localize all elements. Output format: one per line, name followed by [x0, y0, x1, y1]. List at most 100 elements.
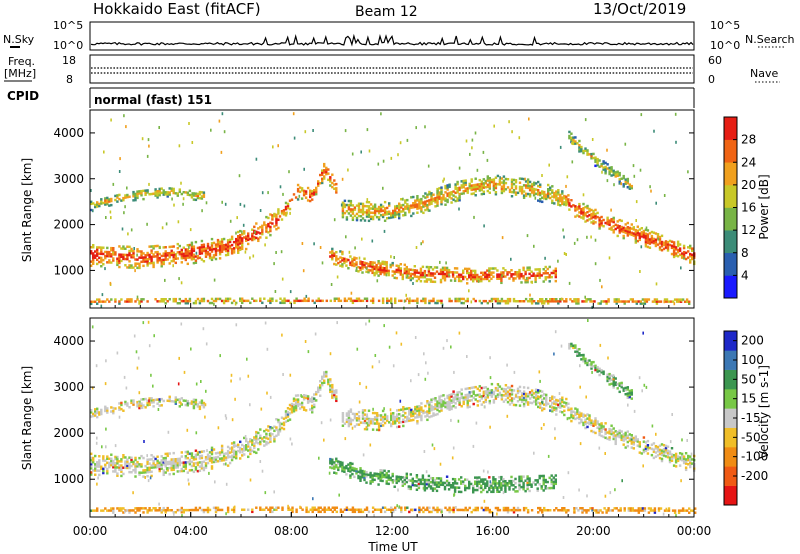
heatmap-cell: [118, 509, 121, 512]
heatmap-cell: [561, 196, 564, 199]
heatmap-cell: [403, 478, 407, 482]
heatmap-cell: [292, 405, 296, 409]
heatmap-cell: [600, 369, 603, 372]
heatmap-cell: [293, 136, 296, 140]
heatmap-cell: [206, 461, 210, 465]
heatmap-cell: [426, 418, 429, 422]
nsearch-tick-bottom: 10^0: [710, 39, 740, 52]
heatmap-cell: [112, 509, 115, 512]
heatmap-cell: [568, 345, 571, 348]
heatmap-cell: [402, 214, 405, 217]
heatmap-cell: [136, 194, 139, 197]
heatmap-cell: [232, 453, 236, 457]
heatmap-cell: [518, 270, 521, 274]
heatmap-cell: [590, 221, 593, 224]
heatmap-cell: [568, 416, 571, 420]
heatmap-cell: [598, 427, 601, 430]
heatmap-cell: [427, 208, 430, 212]
heatmap-cell: [112, 411, 115, 415]
heatmap-cell: [494, 478, 497, 481]
heatmap-cell: [186, 471, 190, 474]
heatmap-cell: [343, 211, 347, 215]
heatmap-cell: [622, 433, 625, 436]
heatmap-cell: [198, 457, 202, 460]
heatmap-cell: [122, 245, 125, 248]
heatmap-cell: [522, 398, 526, 402]
heatmap-cell: [472, 192, 475, 195]
heatmap-cell: [543, 192, 546, 196]
heatmap-cell: [664, 455, 668, 458]
heatmap-cell: [138, 250, 141, 253]
heatmap-cell: [335, 297, 339, 300]
heatmap-cell: [396, 206, 399, 210]
heatmap-cell: [610, 166, 613, 169]
heatmap-cell: [341, 414, 345, 417]
heatmap-cell: [126, 462, 129, 465]
heatmap-cell: [518, 477, 521, 481]
heatmap-cell: [273, 262, 275, 266]
heatmap-cell: [254, 230, 256, 234]
heatmap-cell: [638, 238, 642, 242]
heatmap-cell: [534, 394, 538, 398]
heatmap-cell: [90, 264, 93, 267]
heatmap-cell: [98, 256, 101, 260]
heatmap-cell: [286, 413, 290, 416]
heatmap-cell: [317, 184, 320, 187]
heatmap-cell: [325, 370, 328, 374]
heatmap-cell: [166, 252, 169, 255]
heatmap-cell: [304, 192, 308, 195]
heatmap-cell: [586, 211, 589, 214]
heatmap-cell: [367, 264, 370, 268]
heatmap-cell: [387, 474, 390, 477]
heatmap-cell: [277, 210, 280, 213]
heatmap-cell: [365, 415, 369, 419]
heatmap-cell: [286, 407, 290, 410]
heatmap-cell: [132, 256, 135, 259]
heatmap-cell: [361, 421, 365, 425]
heatmap-cell: [130, 399, 133, 402]
heatmap-cell: [156, 300, 159, 303]
heatmap-cell: [423, 480, 427, 484]
heatmap-cell: [230, 237, 234, 241]
heatmap-cell: [539, 404, 542, 407]
heatmap-cell: [555, 194, 558, 197]
heatmap-cell: [557, 302, 560, 305]
heatmap-cell: [375, 420, 379, 423]
heatmap-cell: [186, 248, 190, 251]
heatmap-cell: [347, 199, 351, 203]
heatmap-cell: [125, 125, 127, 129]
heatmap-cell: [278, 430, 282, 433]
heatmap-cell: [476, 185, 480, 188]
heatmap-cell: [580, 354, 583, 357]
heatmap-cell: [412, 195, 415, 199]
heatmap-cell: [636, 225, 640, 228]
heatmap-cell: [361, 411, 365, 414]
heatmap-cell: [90, 260, 93, 263]
heatmap-cell: [124, 257, 127, 261]
heatmap-cell: [96, 258, 99, 262]
heatmap-cell: [490, 482, 493, 485]
heatmap-cell: [239, 446, 242, 450]
heatmap-cell: [160, 260, 163, 264]
heatmap-cell: [140, 250, 143, 253]
heatmap-cell: [584, 426, 587, 430]
heatmap-cell: [188, 462, 192, 466]
heatmap-cell: [118, 261, 121, 265]
heatmap-cell: [419, 269, 423, 273]
heatmap-cell: [501, 236, 504, 240]
heatmap-cell: [526, 266, 529, 269]
heatmap-cell: [646, 237, 650, 240]
heatmap-cell: [530, 483, 533, 486]
heatmap-cell: [616, 234, 619, 238]
heatmap-cell: [296, 398, 300, 401]
heatmap-cell: [494, 484, 497, 487]
heatmap-cell: [458, 401, 461, 404]
heatmap-cell: [480, 279, 483, 283]
heatmap-cell: [118, 402, 121, 405]
heatmap-cell: [94, 410, 97, 413]
heatmap-cell: [691, 249, 694, 252]
heatmap-cell: [627, 300, 631, 303]
heatmap-cell: [158, 469, 161, 473]
heatmap-cell: [245, 446, 248, 449]
heatmap-cell: [415, 484, 419, 487]
